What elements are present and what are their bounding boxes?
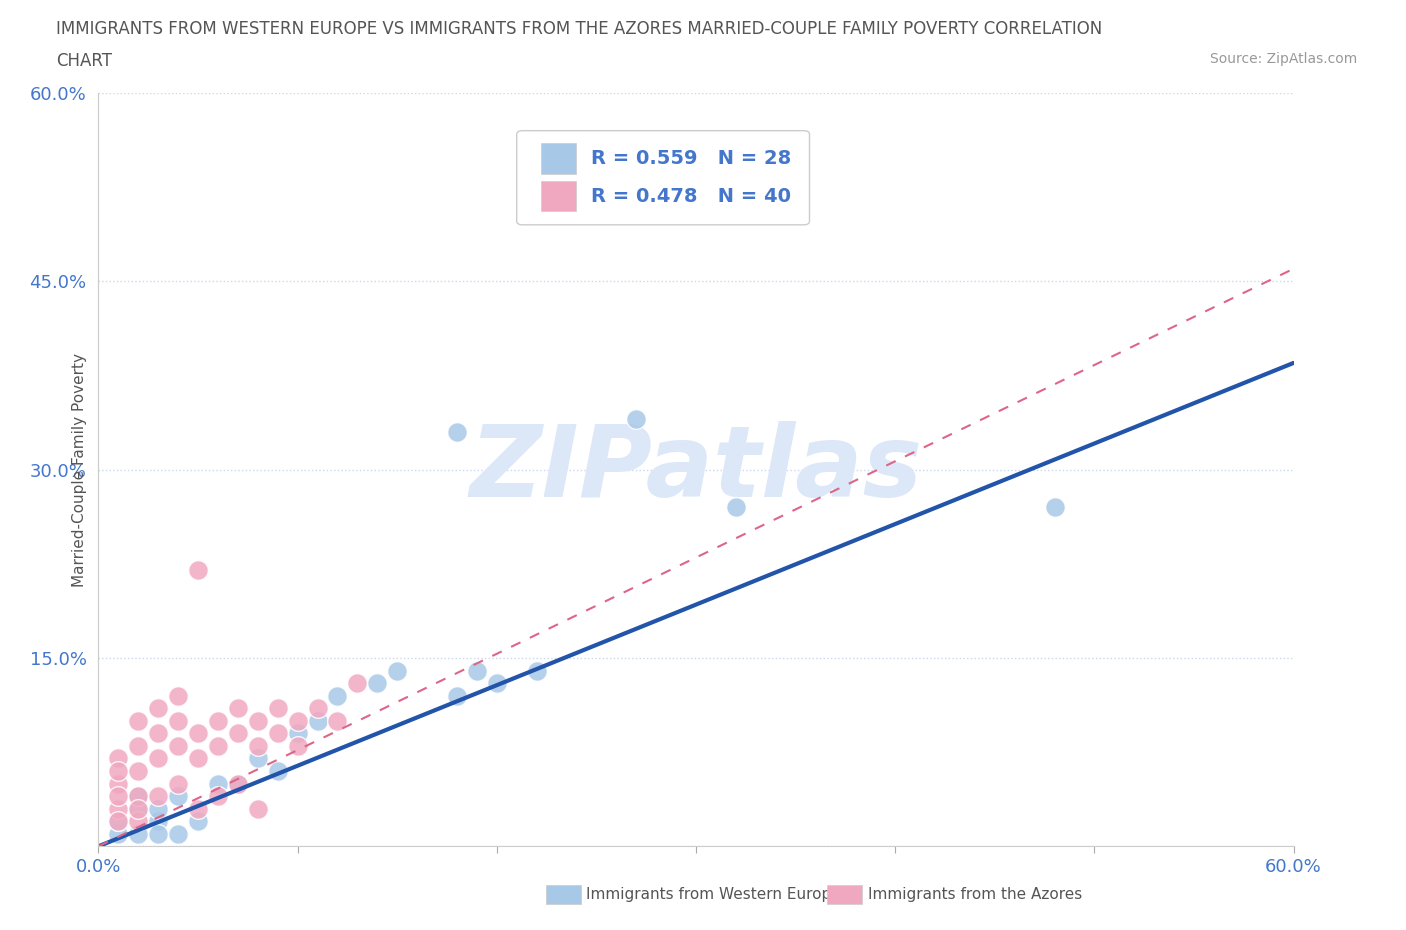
Point	[148, 814, 170, 829]
Point	[187, 802, 209, 817]
Point	[107, 814, 129, 829]
Point	[446, 688, 468, 703]
Point	[187, 751, 209, 766]
Text: R = 0.478   N = 40: R = 0.478 N = 40	[591, 187, 790, 206]
Text: Source: ZipAtlas.com: Source: ZipAtlas.com	[1209, 52, 1357, 66]
Point	[267, 764, 290, 778]
Point	[446, 424, 468, 439]
Point	[127, 802, 149, 817]
Point	[148, 726, 170, 741]
Point	[127, 802, 149, 817]
FancyBboxPatch shape	[541, 143, 576, 174]
Y-axis label: Married-Couple Family Poverty: Married-Couple Family Poverty	[72, 352, 87, 587]
Point	[385, 663, 409, 678]
Point	[1043, 500, 1066, 515]
Point	[485, 675, 508, 690]
Point	[148, 701, 170, 716]
Point	[107, 814, 129, 829]
Point	[167, 789, 190, 804]
Point	[246, 802, 269, 817]
Point	[127, 764, 149, 778]
Point	[287, 713, 309, 728]
Point	[167, 776, 190, 790]
Point	[167, 688, 190, 703]
Point	[148, 802, 170, 817]
Text: Immigrants from the Azores: Immigrants from the Azores	[868, 887, 1081, 902]
Point	[127, 827, 149, 842]
Point	[626, 412, 648, 427]
Point	[307, 713, 329, 728]
Point	[107, 776, 129, 790]
Point	[326, 713, 349, 728]
Point	[167, 713, 190, 728]
Point	[226, 776, 249, 790]
Point	[226, 726, 249, 741]
Point	[246, 751, 269, 766]
Point	[107, 751, 129, 766]
Point	[246, 713, 269, 728]
Point	[127, 713, 149, 728]
Point	[465, 663, 488, 678]
Point	[267, 726, 290, 741]
Point	[207, 776, 229, 790]
Point	[207, 789, 229, 804]
Point	[107, 827, 129, 842]
Point	[187, 814, 209, 829]
Point	[107, 789, 129, 804]
Point	[167, 827, 190, 842]
Point	[107, 802, 129, 817]
Text: R = 0.559   N = 28: R = 0.559 N = 28	[591, 149, 792, 168]
Point	[207, 738, 229, 753]
Text: IMMIGRANTS FROM WESTERN EUROPE VS IMMIGRANTS FROM THE AZORES MARRIED-COUPLE FAMI: IMMIGRANTS FROM WESTERN EUROPE VS IMMIGR…	[56, 20, 1102, 38]
Point	[226, 776, 249, 790]
Text: CHART: CHART	[56, 52, 112, 70]
Point	[287, 726, 309, 741]
Point	[127, 789, 149, 804]
Point	[107, 764, 129, 778]
Point	[346, 675, 368, 690]
Point	[187, 563, 209, 578]
Point	[287, 738, 309, 753]
Point	[148, 789, 170, 804]
Point	[326, 688, 349, 703]
Point	[526, 663, 548, 678]
Point	[127, 738, 149, 753]
FancyBboxPatch shape	[541, 181, 576, 211]
Point	[267, 701, 290, 716]
Point	[226, 701, 249, 716]
Point	[148, 827, 170, 842]
Point	[148, 751, 170, 766]
Text: ZIPatlas: ZIPatlas	[470, 421, 922, 518]
Text: Immigrants from Western Europe: Immigrants from Western Europe	[586, 887, 841, 902]
Point	[724, 500, 747, 515]
Point	[127, 789, 149, 804]
Point	[167, 738, 190, 753]
Point	[307, 701, 329, 716]
Point	[127, 814, 149, 829]
Point	[207, 713, 229, 728]
Point	[246, 738, 269, 753]
FancyBboxPatch shape	[517, 131, 810, 225]
Point	[187, 726, 209, 741]
Point	[366, 675, 388, 690]
